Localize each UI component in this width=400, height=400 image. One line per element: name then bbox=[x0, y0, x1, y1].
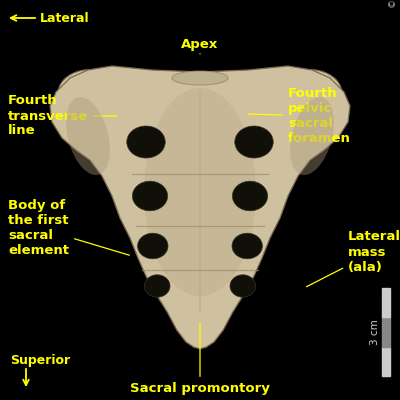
Ellipse shape bbox=[132, 181, 168, 211]
Text: Lateral: Lateral bbox=[40, 12, 90, 24]
Ellipse shape bbox=[290, 97, 334, 175]
Text: ©eSkeletons 2005: ©eSkeletons 2005 bbox=[390, 0, 398, 8]
Ellipse shape bbox=[58, 70, 114, 110]
Text: Apex: Apex bbox=[181, 38, 219, 54]
Text: Superior: Superior bbox=[10, 354, 70, 367]
Text: Sacral promontory: Sacral promontory bbox=[130, 323, 270, 395]
Bar bbox=[382, 347, 390, 376]
Ellipse shape bbox=[232, 233, 262, 259]
Text: Fourth
pelvic
sacral
foramen: Fourth pelvic sacral foramen bbox=[249, 87, 351, 145]
Ellipse shape bbox=[232, 181, 268, 211]
Ellipse shape bbox=[230, 275, 256, 297]
Text: Lateral
mass
(ala): Lateral mass (ala) bbox=[306, 230, 400, 287]
Ellipse shape bbox=[66, 97, 110, 175]
Bar bbox=[382, 288, 390, 317]
Ellipse shape bbox=[144, 275, 170, 297]
Ellipse shape bbox=[235, 126, 273, 158]
Ellipse shape bbox=[286, 70, 342, 110]
Text: Fourth
transverse
line: Fourth transverse line bbox=[8, 94, 117, 138]
Text: Body of
the first
sacral
element: Body of the first sacral element bbox=[8, 199, 129, 257]
Text: 3 cm: 3 cm bbox=[370, 319, 380, 345]
Ellipse shape bbox=[144, 88, 256, 296]
Ellipse shape bbox=[127, 126, 165, 158]
Ellipse shape bbox=[138, 233, 168, 259]
Polygon shape bbox=[50, 66, 350, 349]
Bar bbox=[382, 317, 390, 347]
Ellipse shape bbox=[172, 71, 228, 85]
